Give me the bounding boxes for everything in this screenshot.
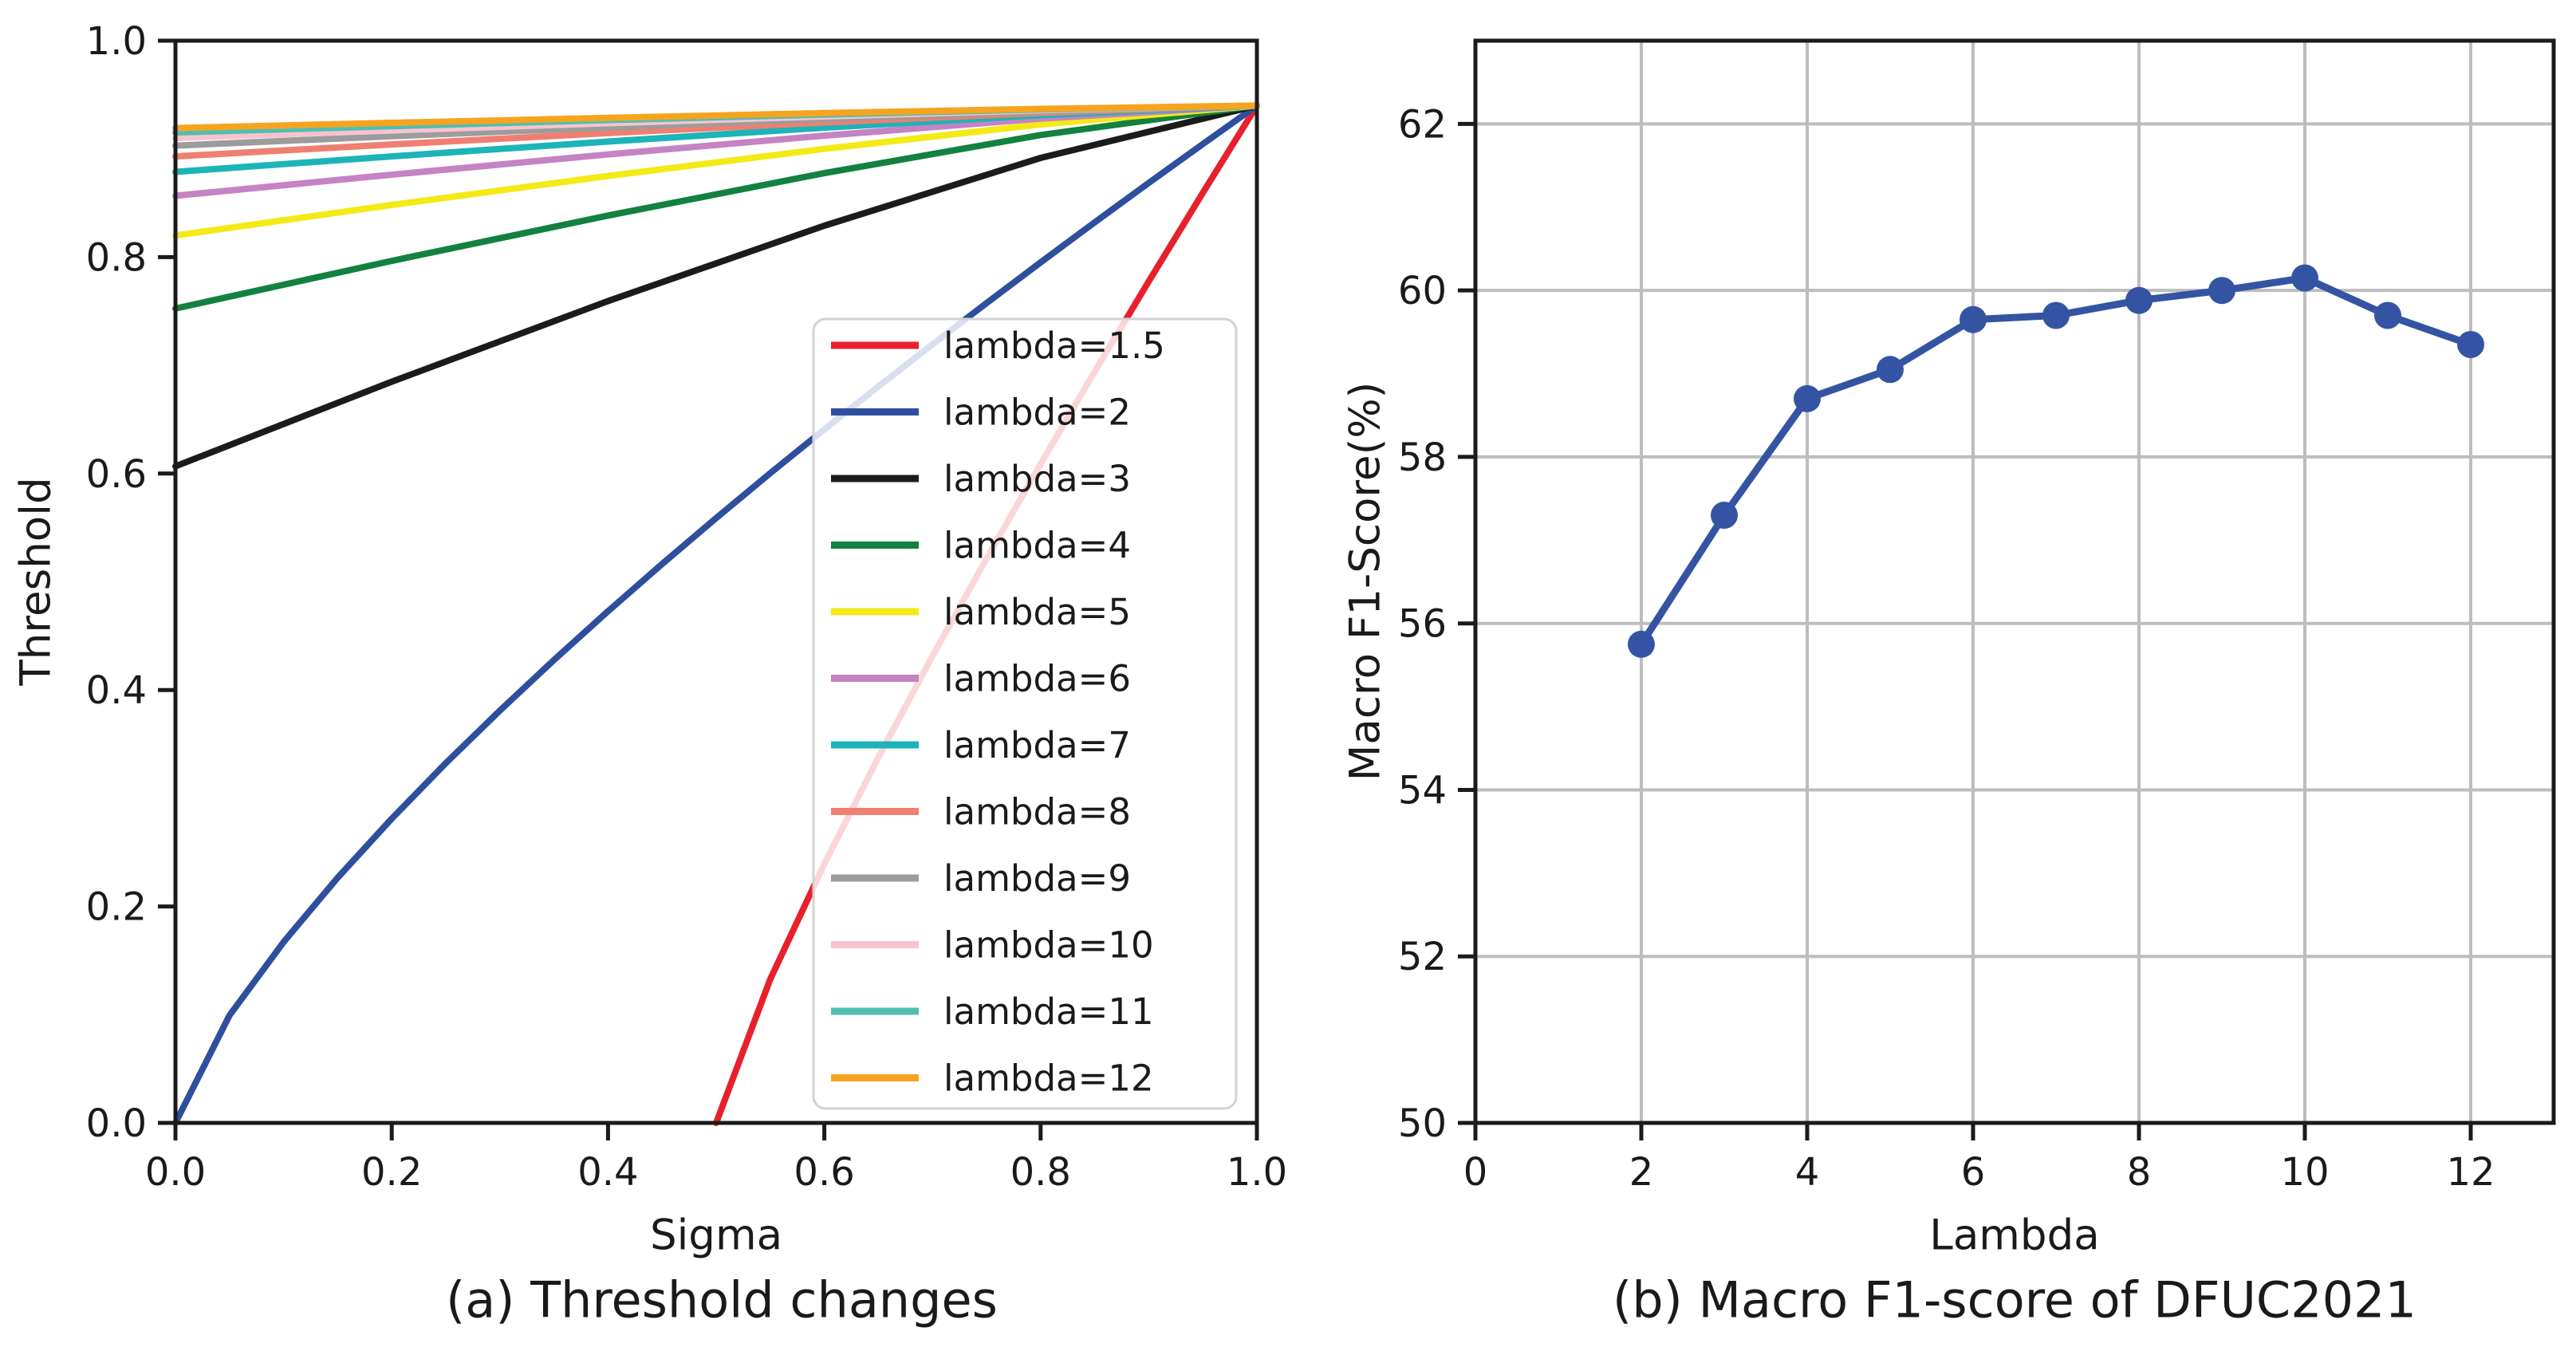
data-point (2374, 301, 2401, 329)
tick-label: 10 (2280, 1150, 2329, 1195)
legend-label: lambda=5 (943, 591, 1131, 633)
data-point (2125, 286, 2153, 314)
series-group (1628, 264, 2484, 658)
data-point (1877, 356, 1904, 384)
tick-label: 0.0 (86, 1101, 147, 1146)
series-group (172, 102, 1260, 1126)
x-axis-label-sigma: Sigma (649, 1211, 783, 1260)
tick-label: 0.6 (86, 452, 147, 497)
legend-box (812, 317, 1238, 1110)
legend-label: lambda=3 (943, 458, 1131, 500)
data-point (2457, 331, 2484, 358)
data-point (2291, 264, 2318, 292)
tick-label: 0.4 (577, 1150, 638, 1195)
legend-label: lambda=12 (943, 1058, 1154, 1100)
caption-threshold-changes: (a) Threshold changes (446, 1270, 998, 1329)
tick-label: 56 (1398, 602, 1447, 647)
tick-label: 0.8 (86, 235, 147, 280)
tick-label: 50 (1398, 1101, 1447, 1146)
data-point (2042, 301, 2070, 329)
data-point (1628, 630, 1655, 658)
legend-label: lambda=9 (943, 857, 1131, 900)
data-point (1794, 384, 1821, 412)
series-lambda-2 (172, 102, 1260, 1126)
legend: lambda=1.5 lambda=2 lambda=3 lambda=4 lambda… (812, 317, 1238, 1110)
legend-label: lambda=11 (943, 991, 1154, 1033)
tick-label: 8 (2127, 1150, 2152, 1195)
y-axis-label-threshold: Threshold (11, 477, 61, 686)
panel-macro-f1: 0 2 4 6 8 10 12 50 52 54 56 58 60 62 (1398, 38, 2556, 1195)
legend-label: lambda=6 (943, 658, 1131, 700)
axes-box (1473, 38, 2556, 1125)
x-axis-label-lambda: Lambda (1929, 1211, 2100, 1260)
ticks: 0.0 0.2 0.4 0.6 0.8 1.0 0.0 0.2 0.4 0.6 0.8 1.0 (86, 19, 1288, 1195)
axes-box (173, 38, 1259, 1125)
legend-label: lambda=8 (943, 791, 1131, 833)
tick-label: 0.6 (794, 1150, 854, 1195)
legend-label: lambda=10 (943, 924, 1154, 967)
tick-label: 60 (1398, 269, 1447, 313)
series-lambda-4 (172, 102, 1260, 312)
tick-label: 0.2 (86, 885, 147, 930)
tick-label: 52 (1398, 935, 1447, 979)
series-lambda-5 (172, 102, 1260, 239)
legend-label: lambda=4 (943, 525, 1131, 567)
tick-label: 0 (1463, 1150, 1488, 1195)
tick-label: 6 (1961, 1150, 1986, 1195)
legend-label: lambda=1.5 (943, 325, 1165, 367)
data-point (1960, 305, 1987, 333)
tick-label: 1.0 (86, 19, 147, 64)
data-point (2208, 277, 2235, 305)
tick-label: 54 (1398, 768, 1447, 813)
y-axis-label-macro-f1: Macro F1-Score(%) (1341, 381, 1390, 782)
tick-label: 0.2 (361, 1150, 422, 1195)
tick-label: 4 (1795, 1150, 1820, 1195)
legend-label: lambda=7 (943, 724, 1131, 766)
tick-label: 0.8 (1010, 1150, 1071, 1195)
tick-label: 0.0 (145, 1150, 206, 1195)
series-macro-f1-score (1637, 274, 2475, 648)
series-lambda-3 (172, 102, 1260, 470)
tick-label: 0.4 (86, 668, 147, 713)
tick-label: 62 (1398, 102, 1447, 147)
panel-threshold: lambda=1.5 lambda=2 lambda=3 lambda=4 lambda… (86, 19, 1288, 1195)
legend-label: lambda=2 (943, 392, 1131, 434)
tick-label: 2 (1629, 1150, 1654, 1195)
data-point (1711, 502, 1738, 529)
series-lambda-12 (172, 102, 1260, 132)
ticks: 0 2 4 6 8 10 12 50 52 54 56 58 60 62 (1398, 102, 2495, 1195)
tick-label: 1.0 (1227, 1150, 1287, 1195)
gridlines (1475, 41, 2554, 1123)
caption-macro-f1-dfuc2021: (b) Macro F1-score of DFUC2021 (1613, 1270, 2416, 1329)
tick-label: 12 (2446, 1150, 2495, 1195)
tick-label: 58 (1398, 435, 1447, 480)
